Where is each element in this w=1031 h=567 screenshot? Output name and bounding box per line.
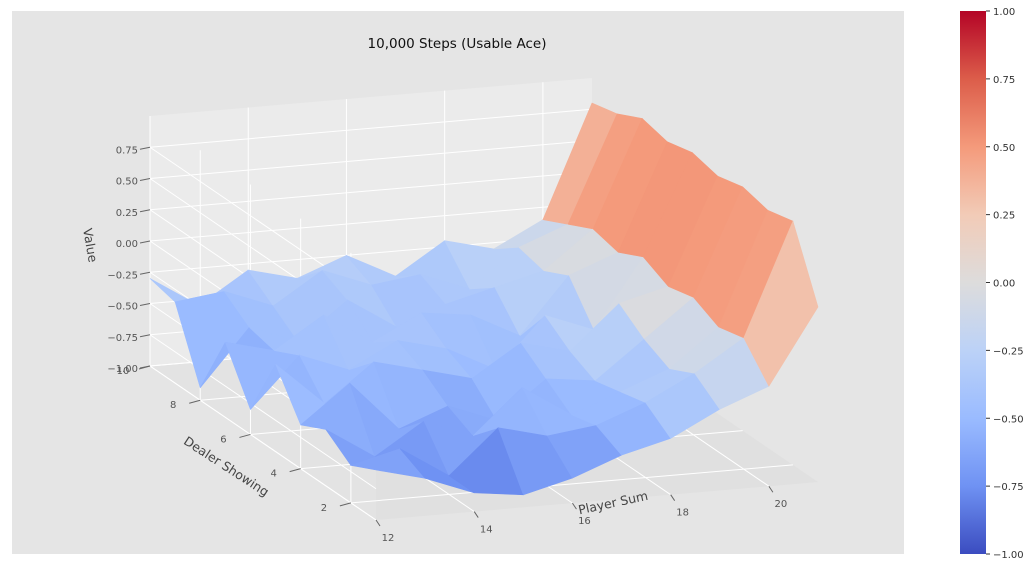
colorbar-tick-label: −1.00 [993, 550, 1024, 561]
grid-line-z-back [149, 171, 593, 211]
x-tick-mark [768, 485, 774, 493]
x-tick-label: 16 [578, 516, 591, 527]
x-tick-label: 12 [382, 533, 395, 544]
z-tick-label: 0.00 [116, 239, 138, 250]
surface-patch [743, 220, 819, 387]
z-tick-label: 0.50 [116, 177, 138, 188]
z-tick-mark [139, 365, 151, 369]
z-tick-mark [139, 303, 151, 306]
z-tick-mark [139, 146, 151, 150]
y-tick-label: 10 [117, 366, 130, 377]
colorbar-tick-label: 0.75 [993, 75, 1015, 86]
colorbar-tick-label: 0.50 [993, 143, 1015, 154]
x-tick-mark [572, 502, 577, 510]
colorbar-ticks: 1.00 0.75 0.50 0.25 0.00 −0.25 −0.50 −0.75 −1.00 [986, 7, 1024, 561]
z-tick-label: 0.25 [116, 208, 138, 219]
grid-line-z-back [149, 202, 593, 242]
z-tick-label: −0.75 [107, 333, 138, 344]
y-tick-mark [189, 399, 201, 404]
axis-ticks: 12 14 16 18 20 2 4 6 8 10−1.00 −0.75 −0.50 −0.25 0.00… [107, 145, 787, 544]
colorbar-tick-label: −0.25 [993, 346, 1024, 357]
colorbar-tick-label: −0.75 [993, 482, 1024, 493]
grid-line-z-back [149, 140, 593, 179]
y-tick-label: 4 [270, 469, 276, 480]
x-tick-label: 18 [676, 508, 689, 519]
y-tick-label: 8 [170, 400, 176, 411]
z-tick-mark [139, 209, 151, 213]
grid-line-z-left [149, 365, 377, 521]
grid-line-y-floor [350, 464, 793, 504]
z-tick-label: −0.25 [107, 270, 138, 281]
colorbar-tick-label: 0.00 [993, 279, 1015, 290]
colorbar-tick-label: −0.50 [993, 414, 1024, 425]
y-tick-mark [289, 468, 301, 473]
y-tick-mark [339, 502, 352, 507]
x-tick-mark [473, 511, 479, 518]
surface-mesh [149, 102, 819, 496]
y-tick-label: 6 [220, 434, 226, 445]
colorbar-tick-label: 0.25 [993, 211, 1015, 222]
x-tick-label: 14 [480, 525, 493, 536]
x-tick-label: 20 [775, 499, 788, 510]
x-tick-mark [670, 494, 676, 501]
chart-title: 10,000 Steps (Usable Ace) [368, 36, 547, 52]
z-tick-label: −0.50 [107, 302, 138, 313]
y-tick-label: 2 [321, 503, 327, 514]
z-tick-label: 0.75 [116, 145, 138, 156]
colorbar-tick-label: 1.00 [993, 7, 1015, 18]
z-tick-mark [139, 334, 151, 338]
grid-line-z-back [149, 108, 593, 148]
x-tick-mark [375, 519, 381, 527]
colorbar [960, 11, 986, 554]
grid-line-z-left [149, 334, 377, 490]
z-axis-label: Value [80, 227, 101, 264]
y-tick-mark [239, 433, 251, 438]
z-tick-mark [139, 271, 151, 275]
z-tick-mark [139, 178, 151, 181]
z-tick-label: −1.00 [107, 364, 138, 375]
z-tick-mark [139, 240, 151, 244]
